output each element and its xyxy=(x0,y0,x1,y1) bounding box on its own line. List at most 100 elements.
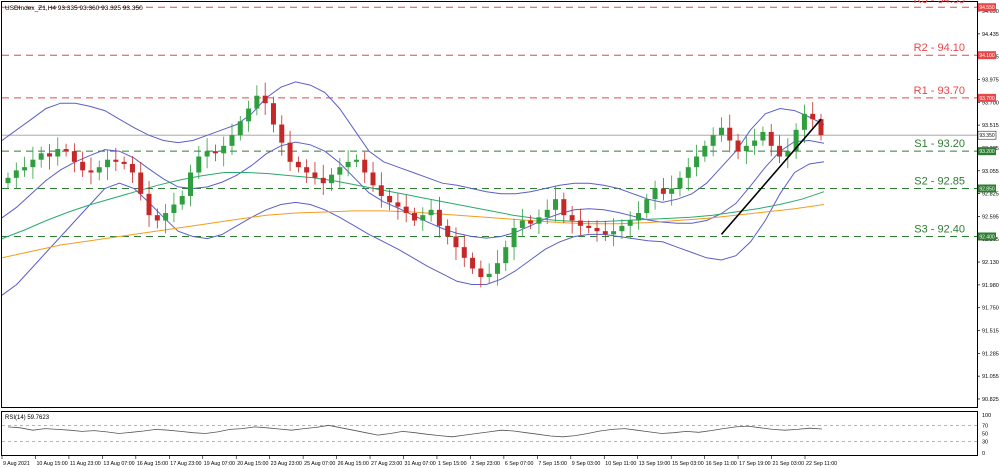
candle-body xyxy=(586,225,592,228)
time-tick-label: 21 Sep 03:00 xyxy=(773,461,805,467)
rsi-panel-frame xyxy=(1,411,978,456)
candle-body xyxy=(694,156,700,168)
level-tag-s1 xyxy=(978,147,996,156)
level-tag-r3 xyxy=(978,3,996,12)
level-label-s1: S1 - 93.20 xyxy=(914,138,965,150)
candle-body xyxy=(395,202,401,207)
trendline-layer xyxy=(720,118,822,235)
candle-body xyxy=(445,225,451,237)
rsi-tick-label: 50 xyxy=(982,432,988,438)
time-tick-label: 10 Sep 11:00 xyxy=(605,461,636,467)
time-tick-label: 25 Aug 07:00 xyxy=(304,461,335,467)
candle-body xyxy=(30,159,36,168)
time-tick-label: 9 Sep 03:00 xyxy=(572,461,601,467)
levels-layer: R3 - 94.55 R2 - 94.10 R1 - 93.70 S1 - 93.20… xyxy=(2,0,977,237)
time-tick-label: 10 Aug 15:00 xyxy=(36,461,67,467)
rsi-indicator: 100 70 50 30 0 xyxy=(2,413,991,457)
candle-body xyxy=(105,159,111,168)
level-tag-s3 xyxy=(978,232,996,241)
price-tick-label: 91.515 xyxy=(982,329,999,335)
candle-body xyxy=(677,177,683,189)
candle-body xyxy=(818,119,824,136)
candle-body xyxy=(96,167,102,173)
candle-body xyxy=(627,220,633,226)
candle-body xyxy=(619,225,625,232)
candle-body xyxy=(793,129,799,152)
candle-body xyxy=(635,213,641,221)
time-tick-label: 16 Sep 11:00 xyxy=(706,461,737,467)
time-tick-label: 26 Aug 15:00 xyxy=(338,461,369,467)
candle-body xyxy=(561,199,567,216)
candle-body xyxy=(553,199,559,210)
time-axis: 9 Aug 2021 10 Aug 15:00 11 Aug 23:00 13 Aug… xyxy=(1,456,837,467)
candle-body xyxy=(387,195,393,203)
price-tick-label: 92.130 xyxy=(982,260,999,266)
candle-body xyxy=(478,268,484,278)
candle-body xyxy=(146,193,152,216)
moving-average-green xyxy=(1,172,825,240)
candle-body xyxy=(212,151,218,154)
candle-body xyxy=(577,220,583,226)
candle-body xyxy=(669,188,675,194)
time-tick-label: 16 Aug 15:00 xyxy=(137,461,168,467)
candle-body xyxy=(171,204,177,214)
candle-body xyxy=(312,172,318,178)
candle-body xyxy=(718,127,724,136)
candle-body xyxy=(320,177,326,184)
candle-body xyxy=(221,145,227,154)
candle-body xyxy=(204,151,210,157)
price-tick-label: 94.435 xyxy=(982,32,999,38)
candle-body xyxy=(237,121,243,136)
candle-body xyxy=(611,231,617,235)
candle-body xyxy=(436,209,442,226)
candle-body xyxy=(461,247,467,258)
rsi-title: RSI(14) 59.7623 xyxy=(5,415,50,421)
time-tick-label: 2 Sep 23:00 xyxy=(471,461,500,467)
time-tick-label: 17 Sep 19:00 xyxy=(739,461,771,467)
price-tick-label: 91.055 xyxy=(982,374,999,380)
level-tag-text-r3: 94.550 xyxy=(979,5,995,11)
price-tick-label: 94.690 xyxy=(982,9,999,15)
level-label-r1: R1 - 93.70 xyxy=(914,85,965,97)
price-axis: 94.69094.43594.16593.97593.70093.51593.2… xyxy=(977,9,999,403)
candle-body xyxy=(88,170,94,173)
price-tick-label: 91.750 xyxy=(982,306,999,312)
candle-body xyxy=(279,124,285,143)
time-tick-label: 1 Sep 15:00 xyxy=(438,461,467,467)
candle-body xyxy=(270,103,276,125)
time-tick-label: 27 Aug 23:00 xyxy=(371,461,402,467)
candle-body xyxy=(652,188,658,200)
price-tags: 94.550 94.100 93.700 93.200 92.850 92.400 93.3… xyxy=(977,3,997,241)
candle-body xyxy=(304,167,310,173)
candle-body xyxy=(768,131,774,146)
candle-body xyxy=(594,227,600,232)
rsi-tick-label: 30 xyxy=(982,440,988,446)
candle-body xyxy=(801,113,807,130)
price-tick-label: 90.825 xyxy=(982,397,999,403)
candle-body xyxy=(353,159,359,162)
moving-average-orange xyxy=(1,204,825,259)
price-tick-label: 92.595 xyxy=(982,214,999,220)
level-tag-text-s1: 93.200 xyxy=(979,149,995,155)
candle-body xyxy=(254,95,260,109)
level-tag-text-r2: 94.100 xyxy=(979,53,995,59)
candle-body xyxy=(544,209,550,218)
candle-body xyxy=(569,215,575,221)
bollinger-lower xyxy=(1,161,825,296)
candle-body xyxy=(536,217,542,224)
candle-body xyxy=(743,145,749,152)
candle-body xyxy=(80,161,86,171)
rsi-tick-label: 70 xyxy=(982,423,988,429)
time-tick-label: 15 Sep 03:00 xyxy=(672,461,704,467)
candle-body xyxy=(412,213,417,221)
candle-body xyxy=(113,159,119,162)
rsi-tick-label: 100 xyxy=(982,413,991,419)
candle-body xyxy=(660,188,666,194)
candle-body xyxy=(154,215,160,221)
price-tick-label: 92.825 xyxy=(982,192,999,198)
level-tag-r2 xyxy=(978,51,996,60)
time-tick-label: 13 Sep 19:00 xyxy=(639,461,671,467)
chart-header: USDIndex_Z1,H4 93.335 93.360 93.325 93.3… xyxy=(5,5,143,12)
level-label-s3: S3 - 92.40 xyxy=(914,223,965,235)
candle-body xyxy=(287,142,293,162)
